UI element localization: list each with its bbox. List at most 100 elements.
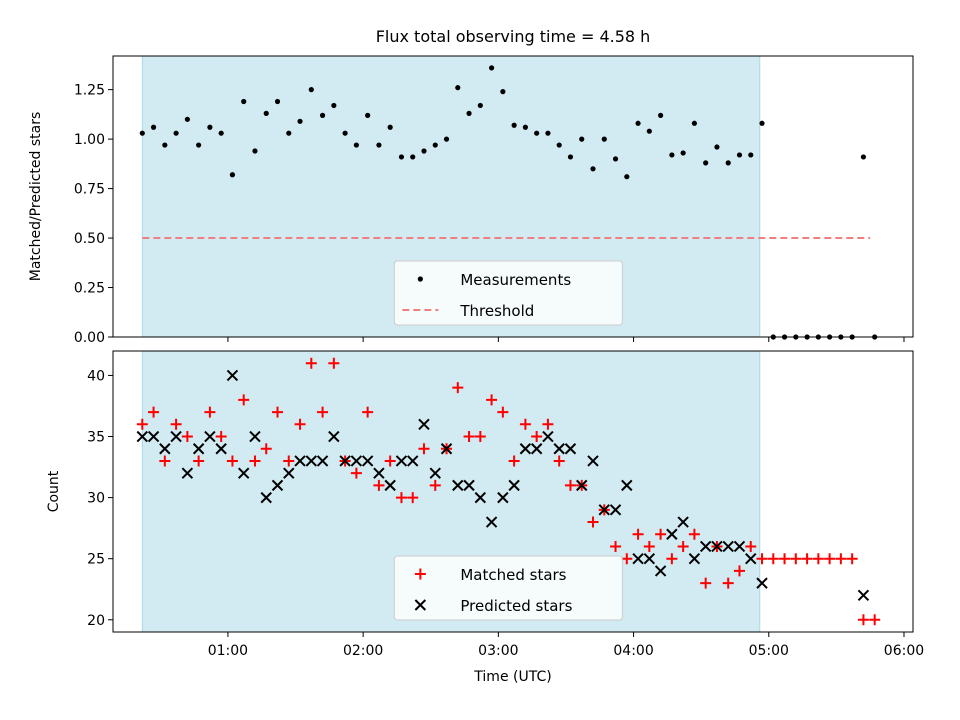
legend-marker xyxy=(417,276,423,282)
x-axis-label: Time (UTC) xyxy=(473,669,551,685)
measurement-point xyxy=(162,142,168,148)
matched-star-point xyxy=(767,553,779,565)
matched-star-point xyxy=(722,577,734,589)
matched-star-point xyxy=(643,540,655,552)
matched-star-point xyxy=(700,577,712,589)
matched-star-point xyxy=(666,553,678,565)
measurement-point xyxy=(410,154,416,160)
measurement-point xyxy=(466,110,472,116)
matched-star-point xyxy=(407,492,419,504)
predicted-star-point xyxy=(519,443,532,455)
axes-frame xyxy=(112,350,914,633)
measurement-point xyxy=(196,142,202,148)
predicted-star-point xyxy=(328,430,340,443)
predicted-star-point xyxy=(677,516,689,528)
measurement-point xyxy=(601,136,607,142)
measurement-point xyxy=(500,89,506,95)
predicted-star-point xyxy=(722,540,734,553)
matched-star-point xyxy=(869,614,881,626)
matched-star-point xyxy=(621,553,633,565)
matched-star-point xyxy=(328,357,340,369)
axes-frame xyxy=(112,55,914,338)
measurement-point xyxy=(556,142,562,148)
predicted-star-point xyxy=(339,455,351,467)
matched-star-point xyxy=(215,431,227,443)
measurement-point xyxy=(286,130,292,136)
predicted-star-point xyxy=(598,504,610,516)
measurement-point xyxy=(297,118,303,124)
predicted-star-point xyxy=(136,430,149,443)
predicted-star-point xyxy=(666,528,678,540)
x-tick-label: 05:00 xyxy=(749,643,789,659)
measurement-point xyxy=(511,122,517,128)
predicted-star-point xyxy=(384,479,396,492)
predicted-star-point xyxy=(508,479,520,492)
matched-star-point xyxy=(564,479,576,491)
measurement-point xyxy=(691,120,698,126)
predicted-star-point xyxy=(249,430,261,443)
matched-star-point xyxy=(193,455,205,467)
y-axis-label: Matched/Predicted stars xyxy=(28,112,44,282)
matched-star-point xyxy=(531,431,543,443)
measurement-point xyxy=(455,85,461,91)
matched-star-point xyxy=(384,455,396,467)
predicted-star-point xyxy=(373,467,385,479)
y-tick-label: 20 xyxy=(87,613,105,629)
predicted-star-point xyxy=(497,491,509,504)
measurement-point xyxy=(748,152,754,158)
matched-star-point xyxy=(294,418,306,430)
y-axis-label: Count xyxy=(46,470,62,512)
matched-star-point xyxy=(226,455,238,467)
matched-star-point xyxy=(857,614,869,626)
measurement-point xyxy=(590,166,596,172)
predicted-star-point xyxy=(226,369,239,382)
matched-star-point xyxy=(249,455,261,467)
matched-star-point xyxy=(508,455,520,467)
matched-star-point xyxy=(317,406,329,418)
plot-area: 0.00 0.25 0.50 0.75 1.00 1.25 Matched/Predicte… xyxy=(28,55,924,685)
measurement-point xyxy=(759,120,765,126)
predicted-star-point xyxy=(283,467,295,479)
x-tick-label: 04:00 xyxy=(613,643,653,659)
matched-star-point xyxy=(812,553,824,565)
matched-star-point xyxy=(824,553,836,565)
legend-box xyxy=(393,555,623,621)
predicted-star-point xyxy=(407,455,419,467)
y-tick-label: 0.25 xyxy=(74,281,105,297)
predicted-star-point xyxy=(542,430,554,443)
matched-star-point xyxy=(136,418,148,430)
predicted-star-point xyxy=(609,504,622,516)
predicted-star-point xyxy=(294,455,306,467)
matched-star-point xyxy=(587,516,599,528)
predicted-star-point xyxy=(316,455,329,467)
measurement-point xyxy=(365,112,371,118)
matched-star-point xyxy=(418,443,430,455)
measurement-point xyxy=(353,142,359,148)
legend-marker xyxy=(414,568,426,580)
series-matched-stars xyxy=(136,357,881,626)
legend: Measurements Threshold xyxy=(393,260,623,326)
predicted-star-point xyxy=(733,540,746,553)
matched-star-point xyxy=(305,357,317,369)
predicted-star-point xyxy=(204,430,216,443)
measurement-point xyxy=(477,102,483,109)
matched-star-point xyxy=(801,553,813,565)
measurement-point xyxy=(567,154,574,160)
measurement-point xyxy=(139,130,145,136)
predicted-star-point xyxy=(418,418,430,431)
predicted-star-point xyxy=(643,552,656,565)
matched-star-point xyxy=(452,382,464,394)
measurement-point xyxy=(398,154,405,160)
predicted-star-point xyxy=(429,467,441,479)
measurement-point xyxy=(331,102,337,109)
y-tick-label: 0.00 xyxy=(74,330,105,346)
matched-star-point xyxy=(688,528,700,540)
legend-label: Threshold xyxy=(459,302,534,320)
matched-star-point xyxy=(632,528,644,540)
predicted-star-point xyxy=(576,479,588,492)
predicted-star-point xyxy=(237,467,250,479)
matched-star-point xyxy=(204,406,216,418)
measurement-point xyxy=(443,136,450,142)
matched-star-point xyxy=(779,553,791,565)
measurement-point xyxy=(534,130,540,136)
